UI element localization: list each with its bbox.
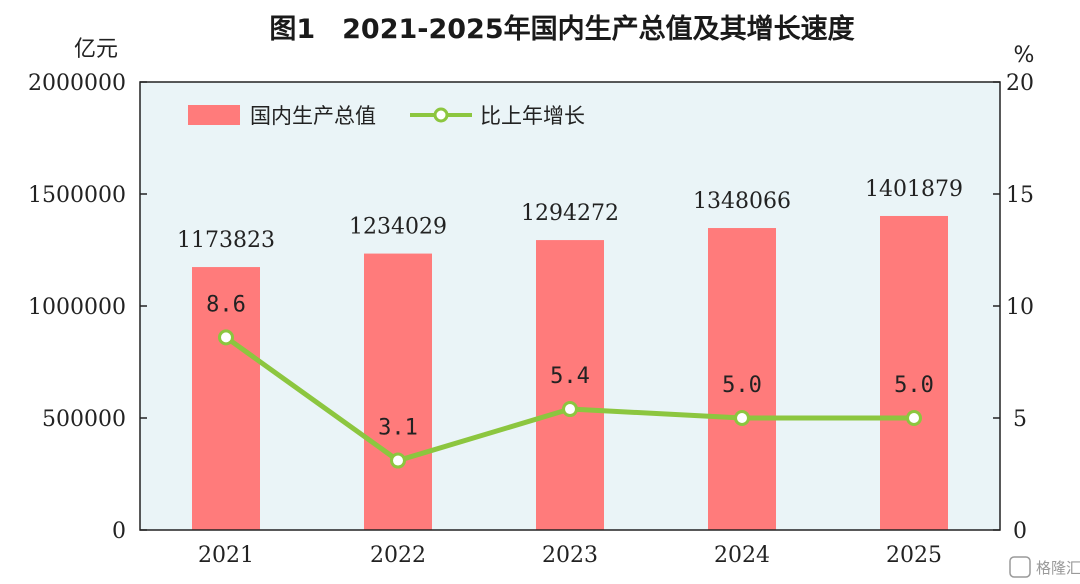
bar-2024 [708, 228, 776, 531]
bar-2021 [192, 267, 260, 530]
right-tick-label-5: 5 [1013, 407, 1027, 432]
bar-2023 [536, 240, 604, 530]
left-tick-label-2000000: 2000000 [28, 71, 126, 96]
x-tick-label-2024: 2024 [714, 543, 770, 568]
chart-title: 图1 2021-2025年国内生产总值及其增长速度 [269, 13, 854, 45]
watermark-text: 格隆汇 [1036, 559, 1080, 577]
growth-point-2021 [218, 329, 234, 346]
bar-value-label-2025: 1401879 [865, 177, 963, 202]
bar-value-label-2024: 1348066 [693, 189, 791, 214]
left-axis-unit: 亿元 [74, 37, 118, 62]
left-tick-label-500000: 500000 [42, 407, 126, 432]
data-labels: 1173823 1234029 1294272 1348066 1401879 8.6 3.… [177, 177, 963, 441]
growth-value-label-2024: 5.0 [722, 373, 762, 398]
right-tick-label-20: 20 [1006, 71, 1034, 96]
left-axis: 0 500000 1000000 1500000 2000000 [28, 71, 147, 544]
right-tick-label-10: 10 [1006, 295, 1034, 320]
growth-point-2023 [562, 401, 578, 418]
growth-point-2022 [390, 452, 406, 469]
growth-value-label-2025: 5.0 [894, 373, 934, 398]
bar-2025 [880, 215, 948, 530]
x-tick-label-2025: 2025 [886, 543, 942, 568]
bar-value-label-2021: 1173823 [177, 228, 275, 253]
left-tick-label-0: 0 [112, 519, 126, 544]
legend-line-marker [433, 107, 449, 123]
growth-point-2024 [734, 410, 750, 426]
x-tick-label-2021: 2021 [198, 543, 254, 568]
growth-value-label-2023: 5.4 [550, 364, 590, 389]
growth-value-label-2021: 8.6 [206, 292, 246, 317]
legend-bar-swatch [188, 105, 240, 125]
watermark-logo-icon [1009, 556, 1031, 578]
bar-value-label-2022: 1234029 [349, 215, 447, 240]
x-tick-label-2022: 2022 [370, 543, 426, 568]
right-axis-unit: % [1014, 43, 1035, 68]
right-tick-label-0: 0 [1013, 519, 1027, 544]
x-tick-label-2023: 2023 [542, 543, 598, 568]
left-tick-label-1500000: 1500000 [28, 183, 126, 208]
x-axis: 2021 2022 2023 2024 2025 [198, 543, 942, 568]
legend-line-label: 比上年增长 [480, 104, 585, 128]
growth-value-label-2022: 3.1 [378, 416, 418, 441]
bar-series [192, 215, 948, 531]
legend: 国内生产总值 比上年增长 [188, 104, 585, 128]
growth-point-2025 [906, 410, 922, 426]
bar-2022 [364, 253, 432, 530]
left-tick-label-1000000: 1000000 [28, 295, 126, 320]
right-axis: 0 5 10 15 20 [993, 71, 1034, 544]
right-tick-label-15: 15 [1006, 183, 1034, 208]
watermark: 格隆汇 [1009, 556, 1080, 578]
bar-value-label-2023: 1294272 [521, 201, 619, 226]
line-series [218, 329, 922, 469]
legend-bar-label: 国内生产总值 [250, 104, 376, 128]
